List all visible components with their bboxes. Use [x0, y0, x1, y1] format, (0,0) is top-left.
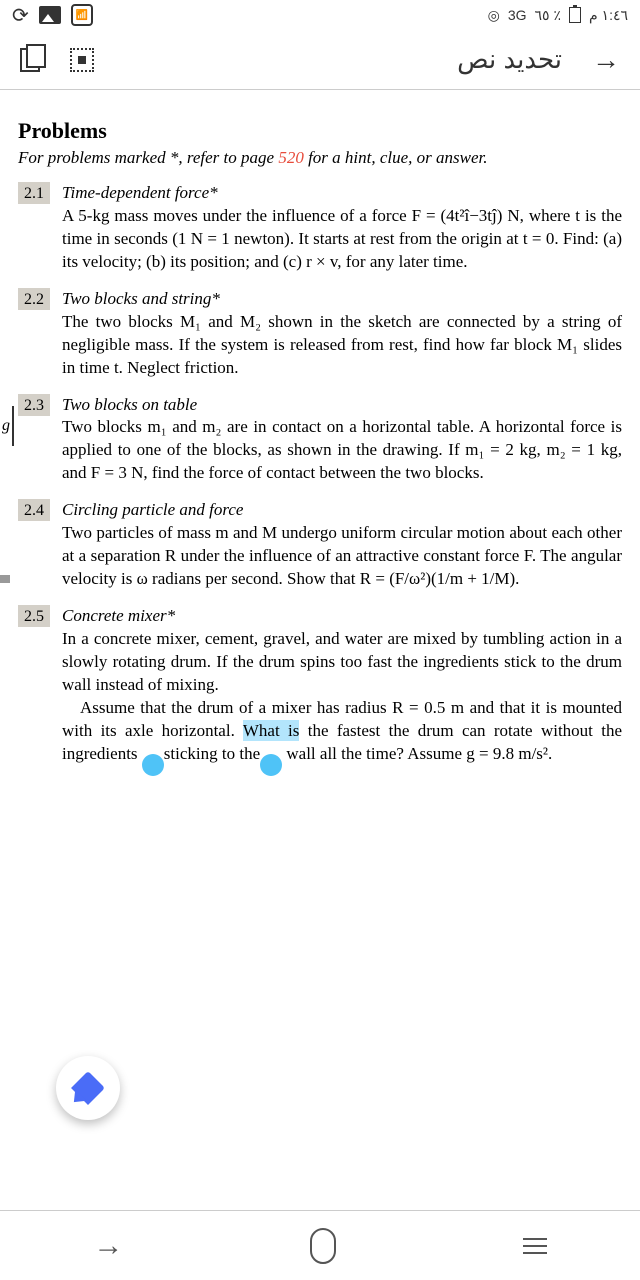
status-battery: ٪ ٦٥ — [535, 7, 561, 24]
refresh-icon: ⟳ — [12, 3, 29, 28]
problem-number: 2.2 — [18, 288, 50, 310]
status-time: ١:٤٦ م — [589, 7, 628, 24]
problem-title: Time-dependent force* — [62, 183, 218, 202]
app-header: تحديد نص → — [0, 30, 640, 90]
problem-number: 2.4 — [18, 499, 50, 521]
problem-text: The two blocks M₁ and M₂ shown in the sk… — [62, 312, 622, 377]
status-bar: ١:٤٦ م ٪ ٦٥ 3G ◎ 📶 ⟳ — [0, 0, 640, 30]
g-marker: g — [0, 406, 14, 446]
problem-text-p2[interactable]: Assume that the drum of a mixer has radi… — [62, 697, 622, 766]
sim-icon: 📶 — [71, 4, 93, 26]
side-marker — [0, 575, 10, 583]
problem-text-p1: In a concrete mixer, cement, gravel, and… — [62, 629, 622, 694]
nav-back-icon[interactable]: → — [93, 1229, 123, 1263]
nav-recent-icon[interactable] — [523, 1238, 547, 1254]
select-all-icon[interactable] — [70, 48, 94, 72]
text-selection[interactable]: What is — [243, 720, 300, 741]
target-icon: ◎ — [488, 7, 500, 24]
problem-number: 2.5 — [18, 605, 50, 627]
problem-2-5: 2.5 Concrete mixer* In a concrete mixer,… — [18, 605, 622, 766]
problem-2-3: 2.3 Two blocks on table Two blocks m₁ an… — [18, 394, 622, 486]
problem-2-2: 2.2 Two blocks and string* The two block… — [18, 288, 622, 380]
problem-title: Two blocks and string* — [62, 289, 220, 308]
problem-text: A 5-kg mass moves under the influence of… — [62, 206, 622, 271]
problem-number: 2.1 — [18, 182, 50, 204]
problem-title: Concrete mixer* — [62, 606, 175, 625]
problem-text: Two particles of mass m and M undergo un… — [62, 523, 622, 588]
problem-title: Circling particle and force — [62, 500, 243, 519]
status-network: 3G — [508, 7, 527, 23]
copy-icon[interactable] — [20, 48, 40, 72]
edit-fab[interactable] — [56, 1056, 120, 1120]
section-title: Problems — [18, 118, 622, 144]
pencil-icon — [71, 1071, 105, 1105]
navigation-bar: → — [0, 1210, 640, 1280]
problem-number: 2.3 — [18, 394, 50, 416]
hint-page-number: 520 — [278, 148, 304, 167]
selection-handle-start[interactable] — [142, 754, 164, 776]
problem-2-4: 2.4 Circling particle and force Two part… — [18, 499, 622, 591]
header-title: تحديد نص — [457, 44, 562, 75]
back-arrow-icon[interactable]: → — [592, 44, 620, 76]
selection-handle-end[interactable] — [260, 754, 282, 776]
section-subtitle: For problems marked *, refer to page 520… — [18, 148, 622, 168]
problem-text: Two blocks m₁ and m₂ are in contact on a… — [62, 417, 622, 482]
document-content: Problems For problems marked *, refer to… — [0, 90, 640, 766]
problem-title: Two blocks on table — [62, 395, 197, 414]
battery-icon — [569, 7, 581, 23]
picture-icon — [39, 6, 61, 24]
problem-2-1: 2.1 Time-dependent force* A 5-kg mass mo… — [18, 182, 622, 274]
nav-home-icon[interactable] — [310, 1228, 336, 1264]
